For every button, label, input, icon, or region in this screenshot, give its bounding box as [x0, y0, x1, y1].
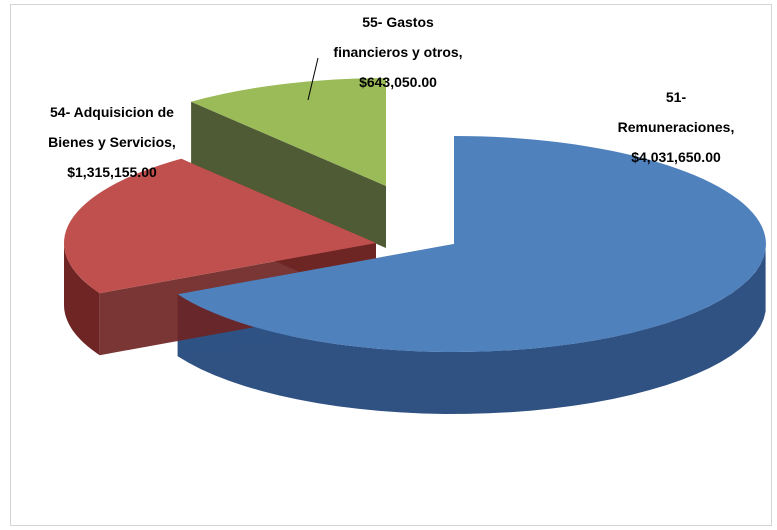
slice-wall-51-remuneraciones [177, 249, 766, 414]
slice-51-remuneraciones [177, 136, 766, 353]
slice-55-gastos-financieros-y-otros [191, 78, 386, 186]
data-label-51-remuneraciones: 51-Remuneraciones, $4,031,650.00 [618, 89, 735, 165]
data-label-55-gastos-financieros-y-otros: 55- Gastos financieros y otros, $643,050.0… [333, 14, 462, 90]
data-label-54-adquisicion-de-bienes-y-servicios: 54- Adquisicion de Bienes y Servicios, $1,… [48, 104, 176, 180]
slice-wall-54-adquisicion-de-bienes-y-servicios [64, 243, 100, 356]
leader-line-55-gastos-financieros-y-otros [307, 57, 319, 101]
slice-54-adquisicion-de-bienes-y-servicios [64, 158, 376, 294]
slice-cut-55-gastos-financieros-y-otros-0 [191, 101, 386, 248]
